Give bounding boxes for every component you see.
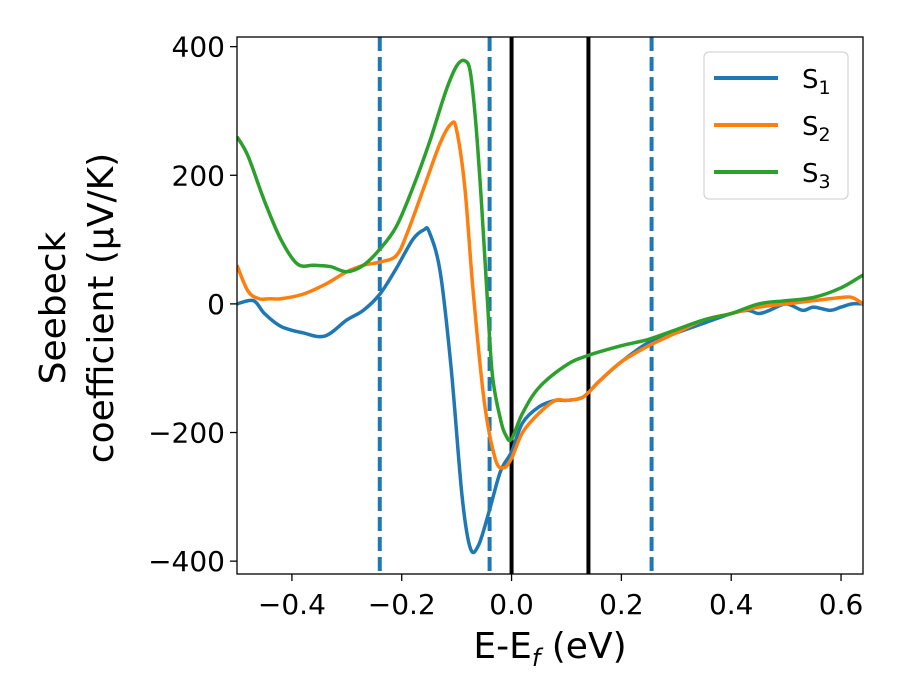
y-tick-label: 400: [172, 31, 225, 64]
x-axis-title: E-Ef (eV): [473, 626, 626, 672]
y-axis-title-line1: Seebeck: [33, 231, 74, 384]
x-tick-label: 0.4: [709, 588, 754, 621]
y-tick-label: −200: [148, 417, 225, 450]
y-axis-ticks: −400 −200 0 200 400: [148, 31, 237, 578]
series-layer: [237, 58, 863, 555]
x-tick-label: −0.4: [258, 588, 326, 621]
x-tick-label: −0.2: [368, 588, 436, 621]
legend-label-S1: S1: [802, 65, 831, 99]
x-tick-label: 0.0: [489, 588, 534, 621]
legend-label-S3: S3: [802, 159, 831, 193]
plot-frame: [236, 36, 864, 575]
x-tick-label: 0.6: [819, 588, 864, 621]
y-tick-label: −400: [148, 545, 225, 578]
y-tick-label: 0: [207, 288, 225, 321]
legend-label-S2: S2: [802, 112, 831, 146]
legend: S1 S2 S3: [703, 51, 849, 200]
series-line-S3: [237, 58, 863, 443]
x-axis-ticks: −0.4 −0.2 0.0 0.2 0.4 0.6: [258, 574, 863, 621]
y-tick-label: 200: [172, 159, 225, 192]
vertical-reference-lines: [377, 37, 654, 574]
y-axis-title-line2: coefficient (μV/K): [81, 153, 122, 463]
series-line-S1: [237, 226, 863, 555]
x-tick-label: 0.2: [599, 588, 644, 621]
